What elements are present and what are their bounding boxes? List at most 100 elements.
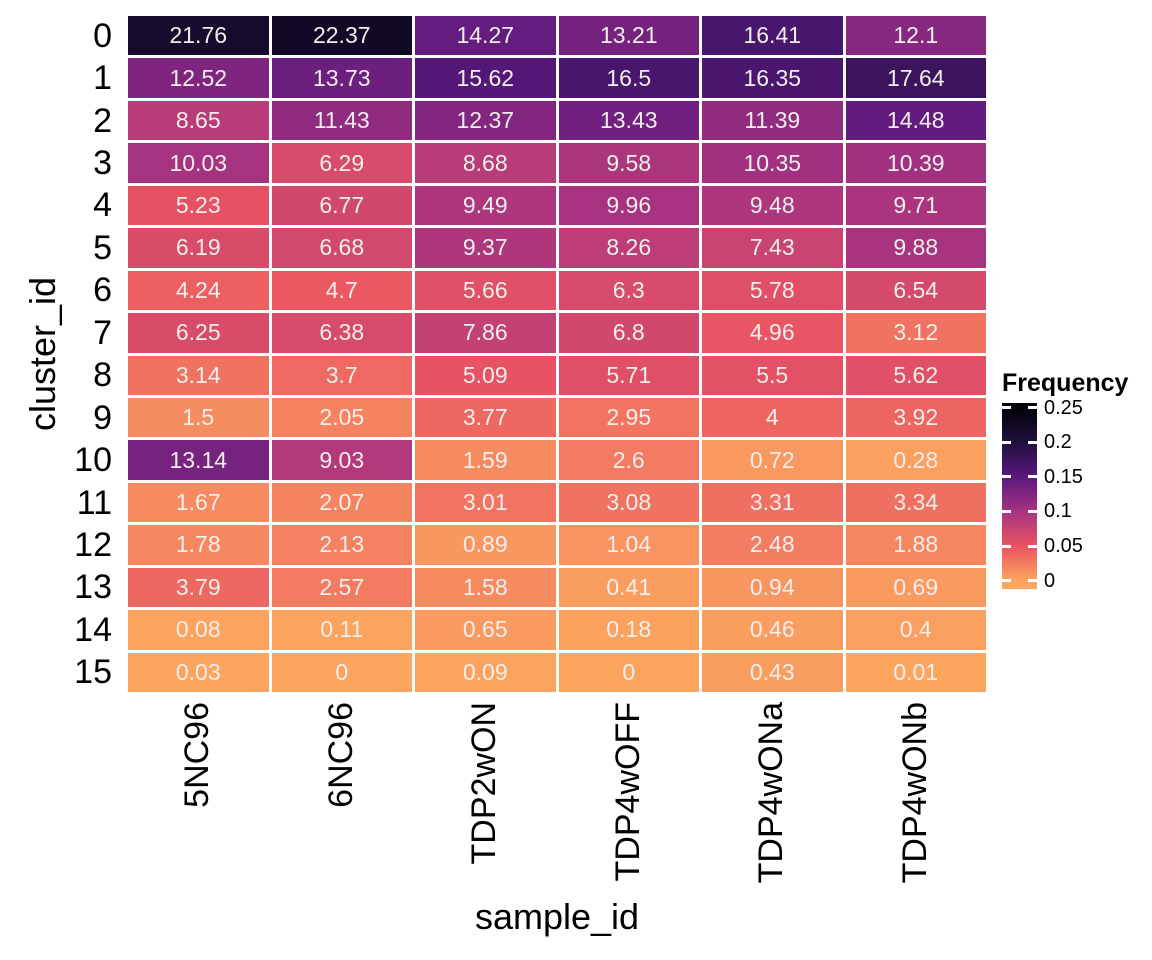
cell-value: 0.65: [462, 616, 508, 643]
cell-value: 0.18: [606, 616, 652, 643]
cell-value: 1.04: [606, 531, 652, 558]
heatmap-cell: 21.76: [128, 16, 269, 56]
cell-value: 16.41: [743, 22, 802, 49]
legend-tick-label: 0.2: [1044, 431, 1072, 454]
cell-value: 12.52: [169, 64, 228, 91]
heatmap-cell: 2.95: [558, 397, 699, 438]
cell-value: 6.19: [175, 234, 221, 261]
heatmap-cell: 13.21: [558, 16, 699, 56]
legend-tick-label: 0: [1044, 569, 1056, 592]
x-tick-label: 5NC96: [178, 702, 217, 808]
heatmap-cell: 9.88: [845, 228, 986, 268]
heatmap-cell: 4.96: [702, 313, 843, 353]
y-tick-label: 10: [74, 441, 112, 480]
cell-value: 5.71: [606, 361, 652, 388]
heatmap-cell: 0.43: [702, 652, 843, 692]
heatmap-cell: 16.35: [702, 58, 843, 98]
heatmap-cell: 4: [702, 397, 843, 438]
heatmap-cell: 10.35: [702, 143, 843, 183]
heatmap-cell: 6.38: [271, 313, 412, 353]
cell-value: 9.49: [462, 191, 508, 218]
cell-value: 0.43: [749, 658, 795, 685]
heatmap-cell: 16.5: [558, 58, 699, 98]
heatmap-cell: 0.09: [415, 652, 556, 692]
heatmap-cell: 5.5: [702, 355, 843, 395]
heatmap-cell: 7.43: [702, 228, 843, 268]
y-tick-label: 9: [93, 398, 112, 437]
cell-value: 6.25: [175, 319, 221, 346]
heatmap-cell: 4.7: [271, 270, 412, 311]
cell-value: 9.58: [606, 149, 652, 176]
heatmap-cell: 13.14: [128, 440, 269, 480]
heatmap-cell: 9.48: [702, 185, 843, 226]
cell-value: 11.43: [313, 107, 370, 134]
heatmap-cell: 2.48: [702, 525, 843, 565]
legend-tick-mark: [1002, 475, 1011, 479]
cell-value: 9.71: [893, 191, 939, 218]
cell-value: 2.07: [319, 489, 365, 516]
y-tick-label: 15: [74, 653, 112, 692]
cell-value: 6.29: [319, 149, 365, 176]
cell-value: 4.24: [175, 276, 221, 303]
heatmap-cell: 6.54: [845, 270, 986, 311]
y-tick-label: 11: [76, 483, 112, 522]
heatmap-cell: 1.88: [845, 525, 986, 565]
heatmap-cell: 3.08: [558, 482, 699, 523]
heatmap-cell: 0.72: [702, 440, 843, 480]
cell-value: 0.72: [749, 446, 795, 473]
heatmap-cell: 2.6: [558, 440, 699, 480]
heatmap-cell: 8.26: [558, 228, 699, 268]
heatmap-cell: 3.12: [845, 313, 986, 353]
legend-tick-label: 0.25: [1044, 396, 1083, 419]
heatmap-cell: 0.03: [128, 652, 269, 692]
heatmap: 21.76 22.37 14.27 13.21 16.41 12.1 12.52 13.73 1…: [128, 16, 986, 692]
cell-value: 9.96: [606, 191, 652, 218]
heatmap-cell: 12.37: [415, 100, 556, 141]
x-tick-slot: TDP4wONa: [702, 702, 843, 902]
cell-value: 14.27: [456, 22, 515, 49]
cell-value: 5.23: [175, 191, 221, 218]
legend-tick-mark: [1002, 406, 1011, 410]
x-tick-label: 6NC96: [321, 702, 360, 808]
y-tick-label: 14: [74, 610, 112, 649]
heatmap-cell: 12.1: [845, 16, 986, 56]
heatmap-cell: 5.62: [845, 355, 986, 395]
legend-tick-mark: [1028, 440, 1037, 444]
cell-value: 6.54: [893, 276, 939, 303]
heatmap-cell: 0.18: [558, 610, 699, 650]
heatmap-cell: 1.59: [415, 440, 556, 480]
cell-value: 1.5: [182, 404, 215, 431]
heatmap-cell: 6.19: [128, 228, 269, 268]
legend-tick-label: 0.05: [1044, 535, 1083, 557]
y-tick-label: 12: [74, 525, 112, 564]
cell-value: 3.34: [893, 489, 939, 516]
cell-value: 22.37: [312, 22, 371, 49]
legend-tick-mark: [1028, 509, 1037, 513]
heatmap-cell: 3.7: [271, 355, 412, 395]
heatmap-cell: 0.28: [845, 440, 986, 480]
legend-title: Frequency: [1002, 369, 1129, 397]
heatmap-cell: 5.66: [415, 270, 556, 311]
cell-value: 5.66: [462, 276, 508, 303]
legend-tick-label: 0.1: [1044, 500, 1072, 523]
x-tick-slot: TDP2wON: [415, 702, 556, 902]
cell-value: 7.86: [462, 319, 508, 346]
heatmap-cell: 6.77: [271, 185, 412, 226]
legend-tick-mark: [1002, 544, 1011, 548]
heatmap-cell: 0: [558, 652, 699, 692]
heatmap-cell: 16.41: [702, 16, 843, 56]
cell-value: 2.95: [606, 404, 652, 431]
cell-value: 0.01: [893, 658, 939, 685]
cell-value: 6.3: [612, 276, 645, 303]
cell-value: 15.62: [456, 64, 515, 91]
cell-value: 0.03: [175, 658, 221, 685]
cell-value: 9.88: [893, 234, 939, 261]
cell-value: 4.96: [749, 319, 795, 346]
heatmap-cell: 9.71: [845, 185, 986, 226]
heatmap-cell: 3.31: [702, 482, 843, 523]
legend-tick-label: 0.15: [1044, 465, 1083, 488]
heatmap-cell: 0.08: [128, 610, 269, 650]
heatmap-cell: 6.68: [271, 228, 412, 268]
x-axis-title: sample_id: [474, 896, 640, 937]
